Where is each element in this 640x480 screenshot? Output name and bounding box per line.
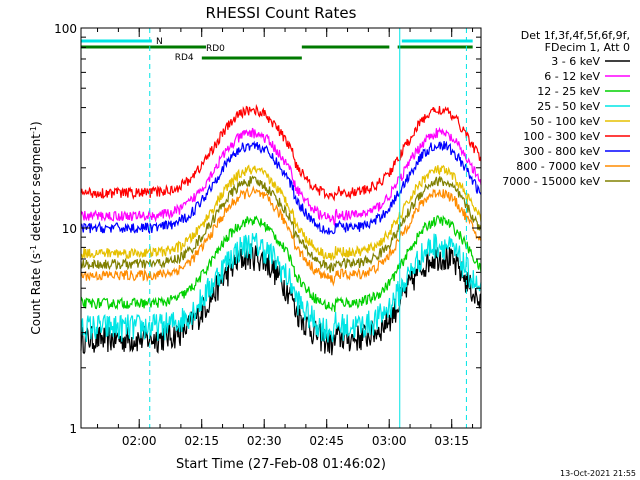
legend-header-line: FDecim 1, Att 0 [545,41,630,54]
generation-timestamp: 13-Oct-2021 21:55 [560,469,636,478]
legend-label: 7000 - 15000 keV [502,175,600,188]
bar-label-rd0: RD0 [206,44,225,54]
series-line-100-300-kev [80,103,482,202]
y-tick-label: 1 [69,422,77,436]
series-line-800-7000-kev [80,185,482,287]
legend-label: 25 - 50 keV [537,100,600,113]
axis-layer: 02:00 02:15 02:30 02:45 03:00 03:15 1 10 100 [54,22,481,448]
bar-rd0-segment-0 [81,45,206,49]
legend-label: 6 - 12 keV [544,70,600,83]
x-axis-label: Start Time (27-Feb-08 01:46:02) [176,457,386,472]
bar-rd0-segment-2 [397,45,473,49]
bar-n-segment-0 [81,39,152,43]
y-tick-label: 100 [54,22,77,36]
legend-label: 3 - 6 keV [551,55,600,68]
series-line-7000-15000-kev [80,175,482,273]
legend-label: 50 - 100 keV [530,115,600,128]
y-tick-label: 10 [62,222,77,236]
legend-label: 12 - 25 keV [537,85,600,98]
legend-header-line: Det 1f,3f,4f,5f,6f,9f, [521,29,630,42]
x-tick-label: 02:30 [247,434,282,448]
x-tick-label: 02:00 [122,434,157,448]
bar-n-segment-1 [401,39,473,43]
legend-label: 800 - 7000 keV [516,160,600,173]
series-line-25-50-kev [80,232,482,343]
x-tick-label: 03:15 [434,434,469,448]
bar-label-n: N [156,37,163,47]
series-line-300-800-kev [80,140,482,236]
x-tick-label: 03:00 [372,434,407,448]
legend-label: 100 - 300 keV [523,130,600,143]
bar-label-rd4: RD4 [175,53,194,63]
series-line-6-12-kev [80,126,482,227]
x-tick-label: 02:15 [184,434,219,448]
legend: Det 1f,3f,4f,5f,6f,9f,FDecim 1, Att 03 -… [502,29,630,188]
series-line-50-100-kev [80,164,482,262]
y-axis-label: Count Rate (s-1 detector segment-1) [29,121,44,334]
series-line-12-25-kev [80,214,482,313]
bar-rd4-segment-0 [201,56,302,60]
x-tick-label: 02:45 [309,434,344,448]
bar-rd0-segment-1 [301,45,390,49]
series-layer [80,103,482,356]
annotation-layer: N RD0 RD4 [81,28,473,428]
chart-title: RHESSI Count Rates [206,4,357,22]
legend-label: 300 - 800 keV [523,145,600,158]
